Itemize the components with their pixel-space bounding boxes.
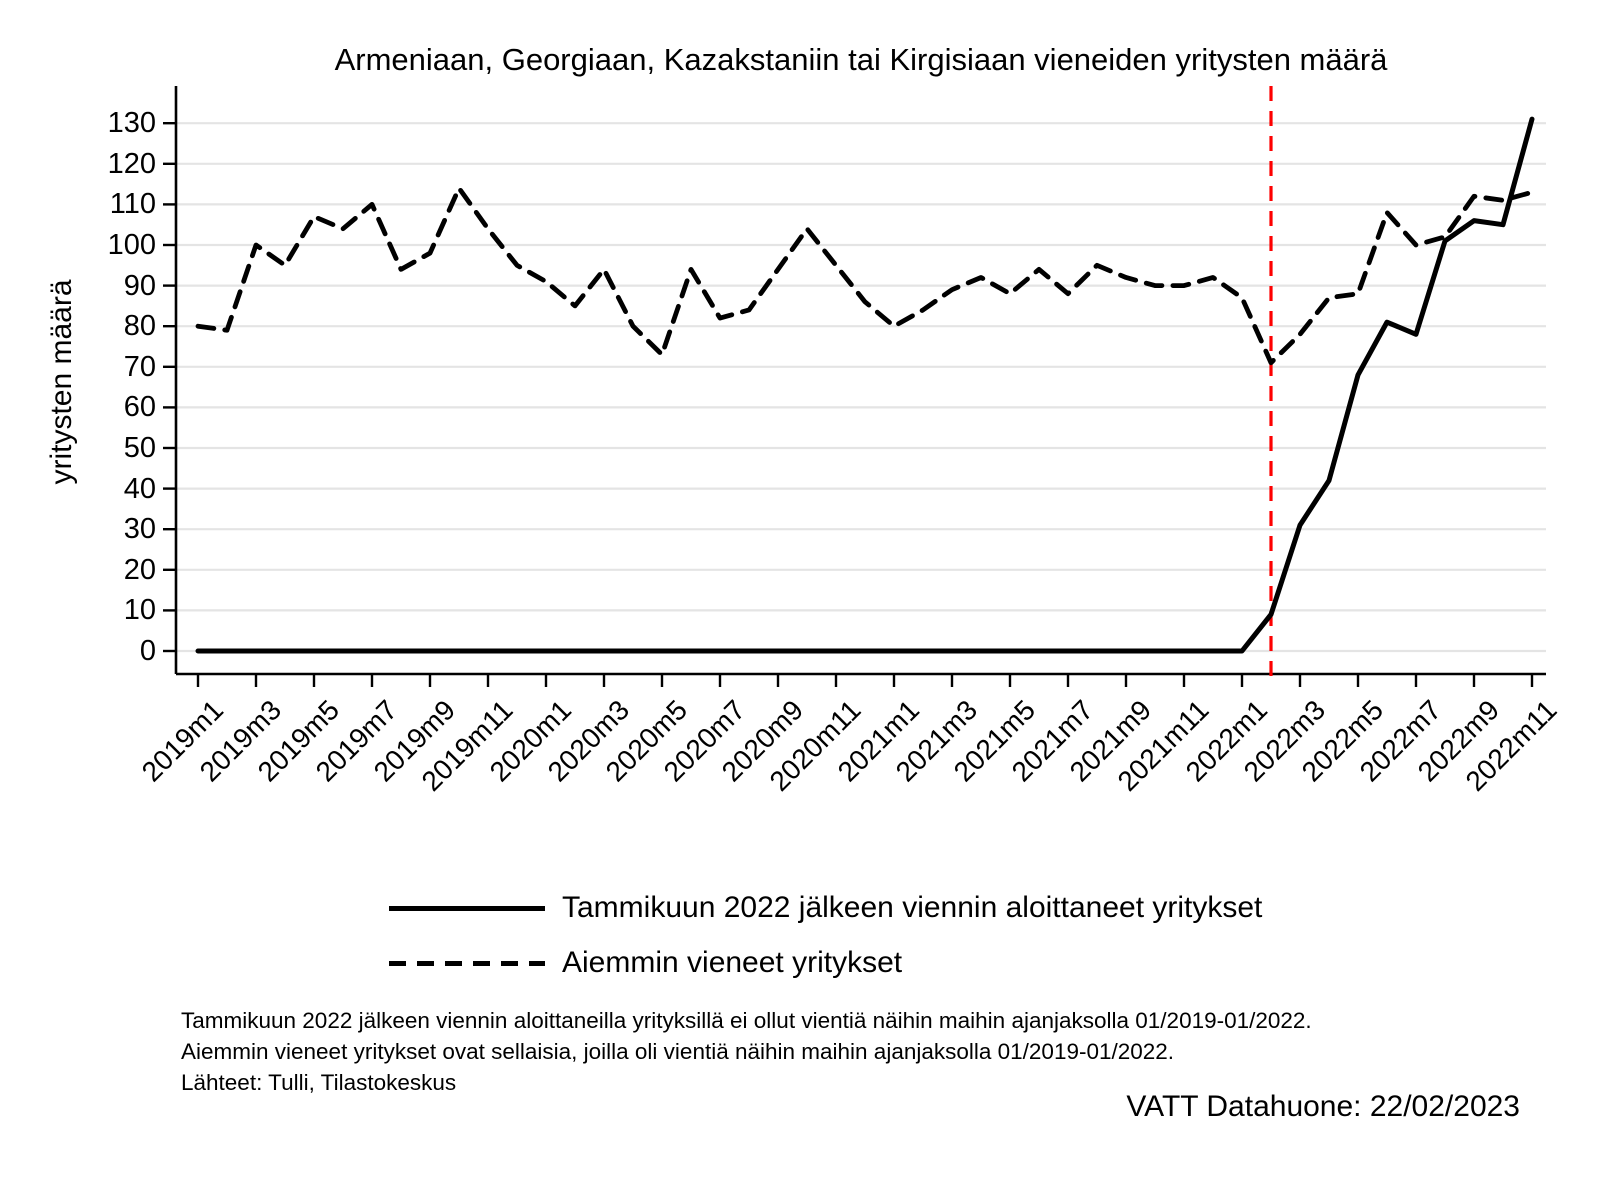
y-tick-label: 60 [123, 391, 156, 424]
dashed-line-swatch [389, 960, 545, 966]
y-tick-label: 30 [123, 513, 156, 546]
solid-line-swatch [389, 905, 545, 911]
y-tick-label: 20 [123, 553, 156, 586]
footnote-line: Aiemmin vieneet yritykset ovat sellaisia… [181, 1039, 1175, 1064]
chart-title: Armeniaan, Georgiaan, Kazakstaniin tai K… [334, 42, 1388, 77]
y-tick-label: 40 [123, 472, 156, 505]
footnote-line: Lähteet: Tulli, Tilastokeskus [181, 1070, 457, 1095]
y-tick-label: 90 [123, 269, 156, 302]
y-tick-label: 120 [107, 147, 156, 180]
footnotes: Tammikuun 2022 jälkeen viennin aloittane… [181, 1005, 1312, 1098]
y-tick-label: 130 [107, 107, 156, 140]
legend-item-previous-exporters: Aiemmin vieneet yritykset [389, 945, 902, 981]
y-tick-label: 100 [107, 229, 156, 261]
series-new-exporters-line [195, 116, 1535, 654]
series-previous-exporters-line [195, 185, 1535, 366]
legend-label: Aiemmin vieneet yritykset [562, 946, 903, 979]
y-tick-label: 80 [123, 310, 156, 343]
y-tick-label: 50 [123, 432, 156, 464]
y-tick-label: 0 [139, 635, 156, 667]
credit-line: VATT Datahuone: 22/02/2023 [1126, 1090, 1520, 1123]
y-tick-label: 10 [123, 594, 156, 627]
legend-item-new-exporters: Tammikuun 2022 jälkeen viennin aloittane… [389, 890, 1262, 926]
footnote-line: Tammikuun 2022 jälkeen viennin aloittane… [181, 1008, 1312, 1033]
y-tick-label: 70 [123, 350, 156, 383]
legend-label: Tammikuun 2022 jälkeen viennin aloittane… [562, 891, 1263, 924]
y-tick-label: 110 [109, 188, 156, 221]
